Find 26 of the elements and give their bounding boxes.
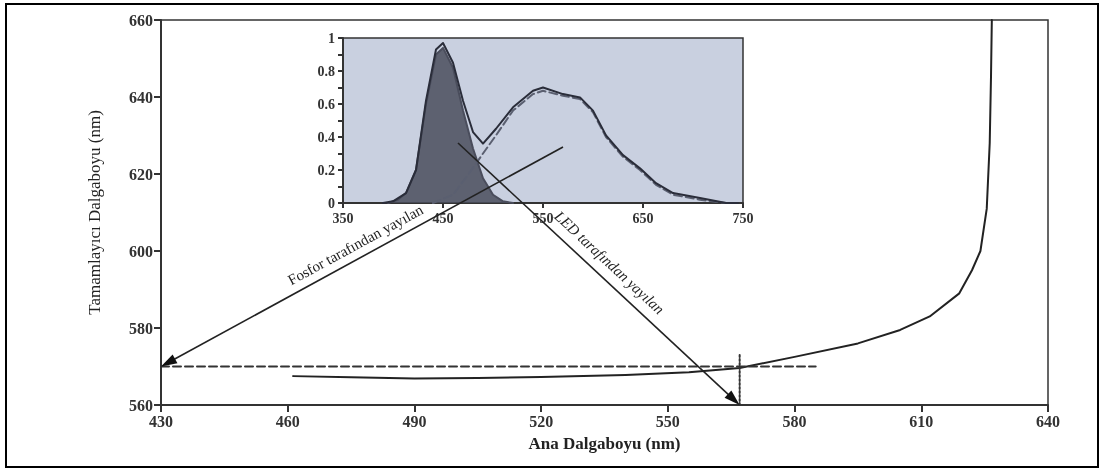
x-tick-label: 650 [632,210,654,226]
x-tick-label: 750 [732,210,754,226]
x-tick-label: 640 [1036,412,1060,430]
x-tick-label: 520 [529,412,554,430]
y-tick-label: 1 [328,30,335,46]
y-tick-label: 560 [129,396,153,414]
y-tick-label: 0 [328,195,335,211]
y-tick-label: 660 [129,11,153,29]
x-tick-label: 350 [332,210,354,226]
x-tick-label: 430 [149,412,173,430]
y-tick-label: 0.2 [317,162,335,178]
y-tick-label: 0.6 [317,96,335,112]
y-tick-label: 640 [129,88,153,106]
y-tick-label: 0.8 [317,63,335,79]
x-tick-label: 550 [655,412,680,430]
x-axis-title: Ana Dalgaboyu (nm) [528,434,681,453]
y-tick-label: 620 [129,165,153,183]
y-tick-label: 580 [129,319,153,337]
y-axis-title: Tamamlayıcı Dalgaboyu (nm) [85,110,104,315]
x-tick-label: 450 [432,210,454,226]
x-tick-label: 460 [275,412,300,430]
x-tick-label: 610 [909,412,934,430]
y-tick-label: 0.4 [317,129,335,145]
y-tick-label: 600 [129,242,153,260]
x-tick-label: 490 [402,412,427,430]
x-tick-label: 580 [782,412,807,430]
